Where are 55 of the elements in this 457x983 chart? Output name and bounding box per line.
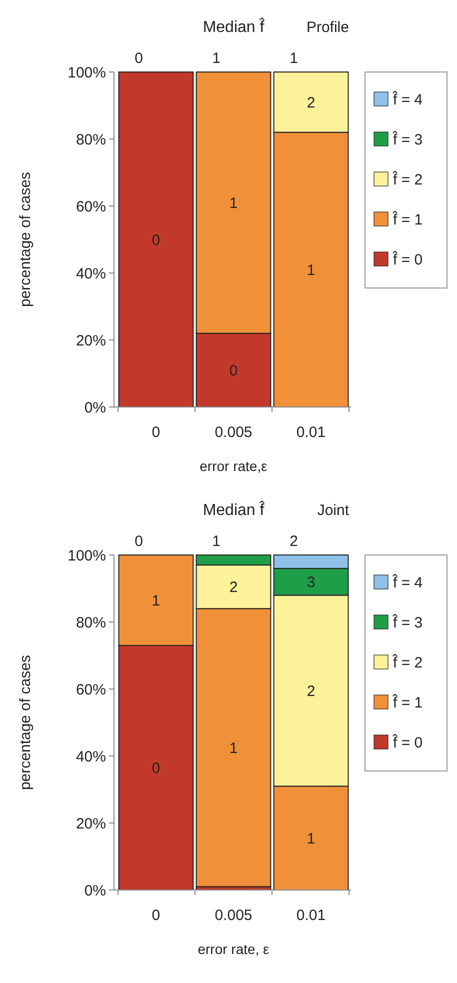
annotation: 1	[152, 592, 160, 610]
legend-label: f̂ = 2	[392, 654, 423, 672]
x-tick-label: 0	[152, 424, 160, 441]
annotation: 1	[306, 830, 316, 848]
chart-title: Median f̂	[202, 17, 265, 36]
y-tick-label: 20%	[76, 332, 106, 350]
x-tick-label: 0.005	[214, 424, 252, 441]
y-tick-label: 40%	[76, 265, 106, 282]
chart-subtitle: Joint	[317, 502, 350, 519]
text: 1	[212, 50, 220, 67]
y-tick-label: 20%	[76, 815, 106, 832]
text: 2	[290, 533, 298, 550]
annotation: 2	[229, 579, 238, 596]
y-tick-label: 80%	[76, 614, 106, 632]
annotation: 2	[306, 682, 316, 700]
y-tick-label: 0%	[84, 882, 106, 900]
legend-label: f̂ = 3	[392, 614, 423, 632]
legend-label: f̂ = 2	[392, 170, 423, 188]
y-tick-label: 60%	[76, 198, 106, 216]
x-axis-title: error rate, ε	[198, 941, 270, 957]
legend-label: f̂ = 0	[392, 250, 423, 268]
bar	[118, 72, 194, 408]
annotation: 3	[306, 574, 316, 592]
x-tick-label: 0	[152, 907, 160, 924]
y-axis-title: percentage of cases	[17, 654, 34, 790]
legend-label: f̂ = 3	[392, 130, 423, 148]
y-tick-label: 60%	[76, 681, 106, 698]
y-tick-label: 80%	[76, 131, 106, 148]
x-tick-label: 0.005	[214, 907, 252, 924]
legend-label: f̂ = 4	[392, 90, 423, 108]
legend-label: f̂ = 1	[392, 210, 423, 228]
text: 1	[290, 50, 298, 67]
x-tick-label: 0.01	[296, 907, 326, 924]
annotation: 1	[306, 262, 316, 279]
annotation: 1	[229, 194, 238, 212]
text: 0	[134, 50, 143, 67]
legend-label: f̂ = 0	[392, 734, 423, 752]
y-tick-label: 40%	[76, 748, 106, 766]
y-tick-label: 0%	[84, 399, 106, 416]
annotation: 0	[229, 362, 238, 380]
x-tick-label: 0.01	[296, 424, 326, 441]
annotation: 0	[152, 760, 160, 777]
chart-title: Median f̂	[202, 500, 265, 519]
y-tick-label: 100%	[68, 64, 106, 82]
legend-label: f̂ = 4	[392, 574, 423, 592]
y-tick-label: 100%	[68, 547, 106, 564]
chart-subtitle: Profile	[306, 19, 349, 36]
annotation: 2	[306, 94, 316, 112]
annotation: 0	[152, 232, 160, 249]
text: 1	[212, 533, 220, 550]
y-axis-title: percentage of cases	[17, 172, 34, 308]
annotation: 1	[229, 740, 238, 757]
legend-label: f̂ = 1	[392, 694, 423, 712]
x-axis-title: error rate,ε	[200, 458, 268, 474]
text: 0	[134, 533, 143, 550]
